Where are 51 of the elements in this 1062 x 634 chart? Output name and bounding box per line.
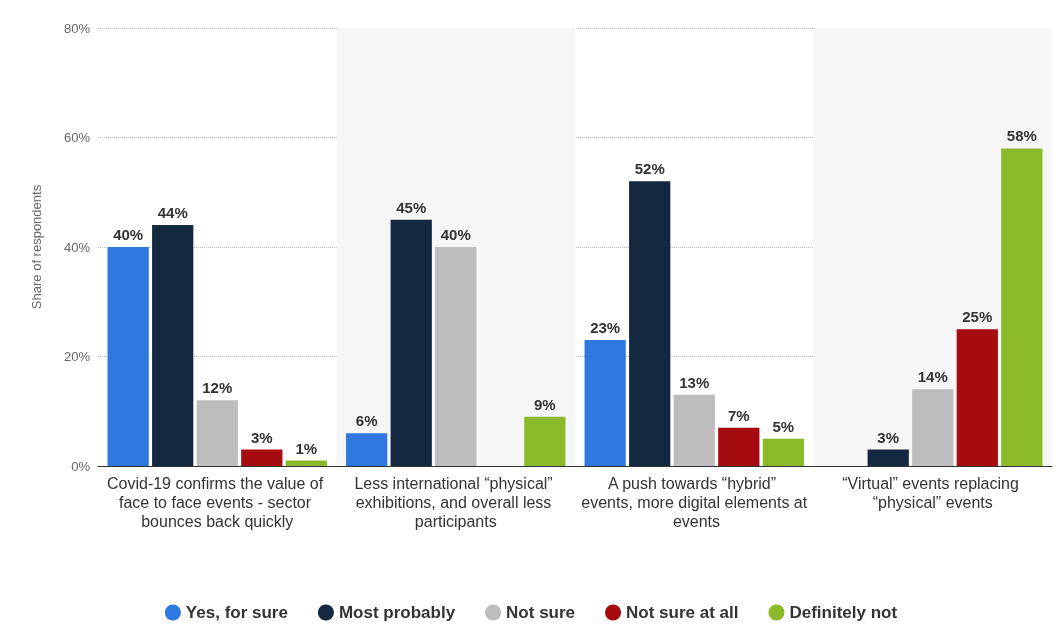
x-tick-label: Less international “physical” exhibitions, and overall less participants: [354, 475, 558, 530]
y-tick-label: 0%: [71, 458, 91, 474]
bar: [435, 247, 477, 466]
bar: [107, 247, 149, 466]
y-tick-label: 60%: [63, 130, 91, 145]
data-label: 40%: [113, 226, 144, 243]
data-label: 40%: [440, 226, 471, 243]
data-label: 3%: [877, 428, 900, 446]
x-tick-label: Covid-19 confirms the value of face to face events - sector bounces back quickly: [106, 475, 328, 530]
data-label: 9%: [533, 395, 556, 413]
data-label: 12%: [202, 379, 233, 397]
bar: [390, 219, 432, 466]
y-axis-title: Share of respondents: [29, 184, 44, 310]
data-label: 6%: [355, 412, 378, 430]
bar: [912, 389, 954, 466]
data-label: 45%: [396, 198, 427, 216]
bar: [673, 394, 715, 466]
x-tick-label: A push towards “hybrid” events, more digital elements at events: [581, 475, 808, 530]
data-label: 25%: [962, 308, 993, 326]
bar: [196, 400, 238, 466]
y-tick-label: 20%: [63, 349, 91, 364]
bar: [584, 340, 626, 466]
y-tick-label: 80%: [63, 20, 91, 36]
bar: [956, 329, 998, 466]
bar: [285, 460, 327, 466]
y-tick-label: 40%: [63, 239, 91, 255]
bar: [762, 438, 804, 466]
legend-label: Most probably: [338, 603, 456, 622]
data-label: 1%: [295, 439, 318, 457]
data-label: 7%: [727, 406, 750, 424]
legend-label: Not sure: [506, 603, 576, 622]
bar: [346, 433, 388, 466]
data-label: 3%: [250, 428, 273, 446]
legend-label: Definitely not: [789, 603, 898, 622]
data-label: 58%: [1006, 127, 1037, 145]
data-label: 14%: [917, 368, 948, 386]
data-label: 13%: [679, 373, 710, 391]
bar: [1001, 148, 1043, 466]
data-label: 44%: [157, 204, 188, 222]
x-tick-label: “Virtual” events replacing “physical” events: [842, 475, 1024, 511]
bar: [629, 181, 671, 466]
bar: [241, 449, 283, 466]
data-label: 52%: [634, 160, 665, 178]
legend-label: Yes, for sure: [185, 603, 288, 622]
data-label: 23%: [590, 319, 621, 337]
legend-label: Not sure at all: [626, 603, 739, 622]
bar: [718, 427, 760, 466]
bar: [867, 449, 909, 466]
bar: [524, 416, 566, 466]
bar: [152, 225, 194, 466]
data-label: 5%: [772, 417, 795, 435]
